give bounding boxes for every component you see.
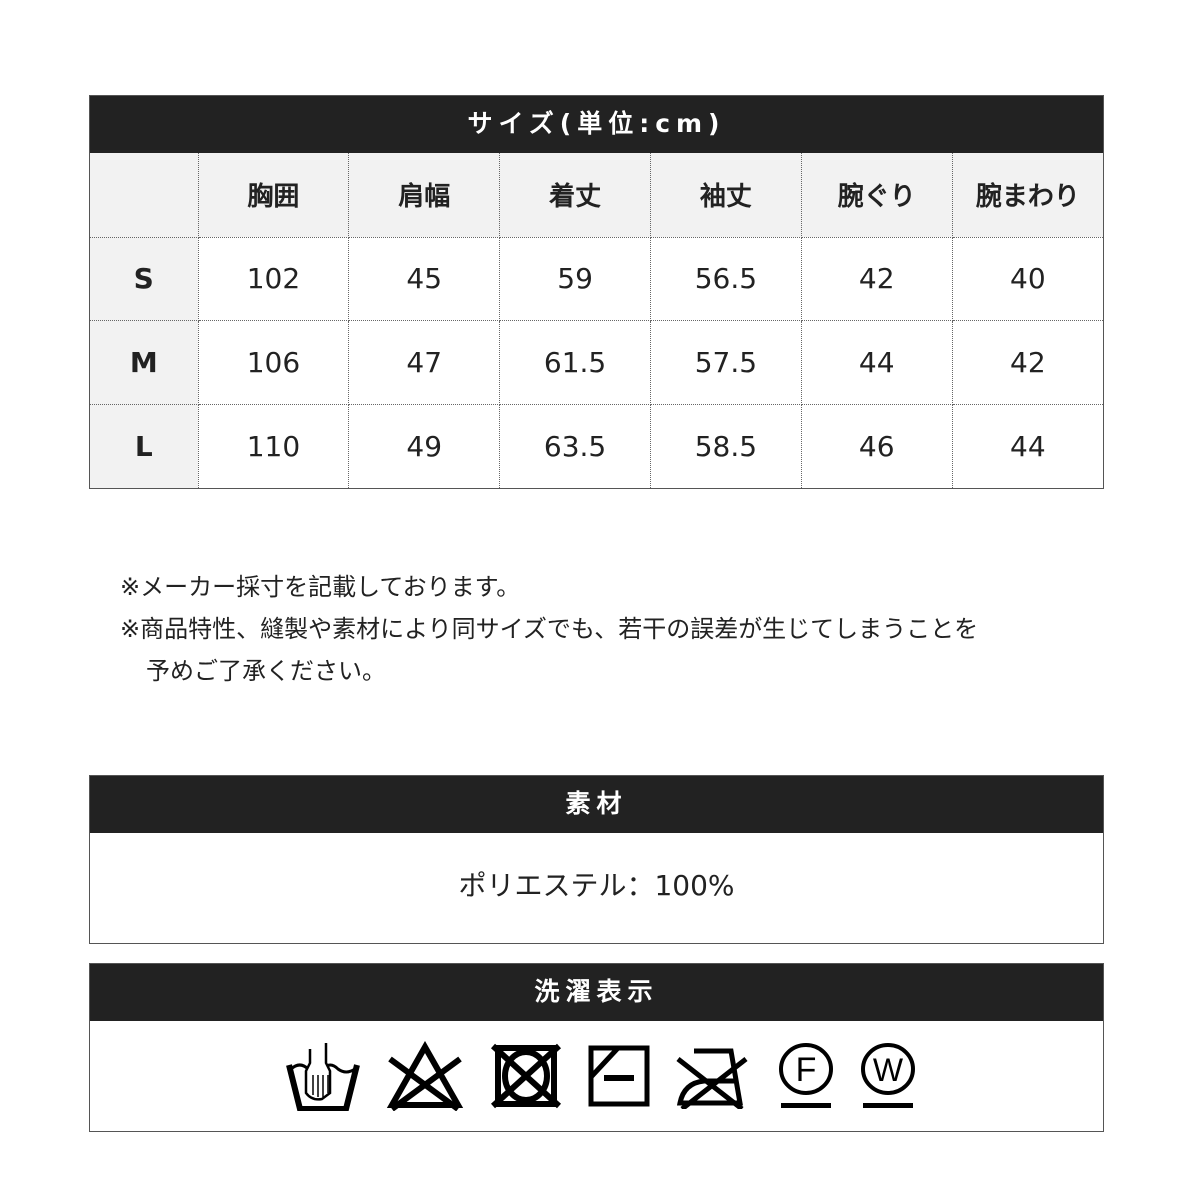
table-cell: 44 (951, 403, 1103, 488)
care-title: 洗濯表示 (90, 964, 1103, 1021)
hand-wash-icon (285, 1043, 360, 1111)
size-label: M (90, 320, 199, 405)
care-icons: F W (90, 1021, 1103, 1131)
table-cell: 42 (800, 236, 953, 321)
dry-clean-letter: F (795, 1051, 816, 1089)
table-row: S 102 45 59 56.5 42 40 (90, 236, 1103, 321)
material-title: 素材 (90, 776, 1103, 833)
size-label: L (90, 403, 199, 488)
note-line: 予めご了承ください。 (146, 657, 386, 685)
table-cell: 47 (348, 320, 501, 405)
table-row: M 106 47 61.5 57.5 44 42 (90, 320, 1103, 405)
table-row: L 110 49 63.5 58.5 46 44 (90, 403, 1103, 488)
header-cell: 腕まわり (951, 153, 1103, 238)
header-cell (90, 153, 199, 238)
care-section: 洗濯表示 F W (89, 963, 1104, 1132)
table-header-row: 胸囲 肩幅 着丈 袖丈 腕ぐり 腕まわり (90, 153, 1103, 238)
table-cell: 59 (499, 236, 651, 321)
line-dry-shade-icon (588, 1045, 649, 1107)
table-cell: 46 (800, 403, 953, 488)
size-table: サイズ(単位:cm) 胸囲 肩幅 着丈 袖丈 腕ぐり 腕まわり S 102 45… (89, 95, 1104, 489)
table-cell: 45 (348, 236, 501, 321)
header-cell: 腕ぐり (800, 153, 953, 238)
notes: ※メーカー採寸を記載しております。 ※商品特性、縫製や素材により同サイズでも、若… (120, 566, 978, 692)
no-tumble-dry-icon (490, 1043, 561, 1109)
material-section: 素材 ポリエステル：100% (89, 775, 1104, 944)
table-cell: 56.5 (649, 236, 802, 321)
table-cell: 102 (197, 236, 350, 321)
table-cell: 58.5 (649, 403, 802, 488)
header-cell: 着丈 (499, 153, 651, 238)
note-line: ※商品特性、縫製や素材により同サイズでも、若干の誤差が生じてしまうことを (120, 615, 979, 643)
table-cell: 61.5 (499, 320, 651, 405)
table-cell: 106 (197, 320, 350, 405)
wet-clean-letter: W (872, 1052, 903, 1088)
material-value: ポリエステル：100% (458, 869, 735, 902)
table-cell: 40 (951, 236, 1103, 321)
size-table-title: サイズ(単位:cm) (90, 96, 1103, 153)
no-iron-icon (675, 1048, 748, 1109)
dry-clean-f-icon: F (778, 1043, 833, 1108)
wet-clean-w-icon: W (860, 1043, 915, 1108)
no-bleach-icon (386, 1041, 463, 1111)
table-cell: 44 (800, 320, 953, 405)
table-cell: 42 (951, 320, 1103, 405)
table-cell: 57.5 (649, 320, 802, 405)
table-cell: 110 (197, 403, 350, 488)
table-cell: 49 (348, 403, 501, 488)
header-cell: 肩幅 (348, 153, 501, 238)
header-cell: 胸囲 (197, 153, 350, 238)
header-cell: 袖丈 (649, 153, 802, 238)
size-label: S (90, 236, 199, 321)
note-line: ※メーカー採寸を記載しております。 (120, 573, 521, 601)
table-cell: 63.5 (499, 403, 651, 488)
